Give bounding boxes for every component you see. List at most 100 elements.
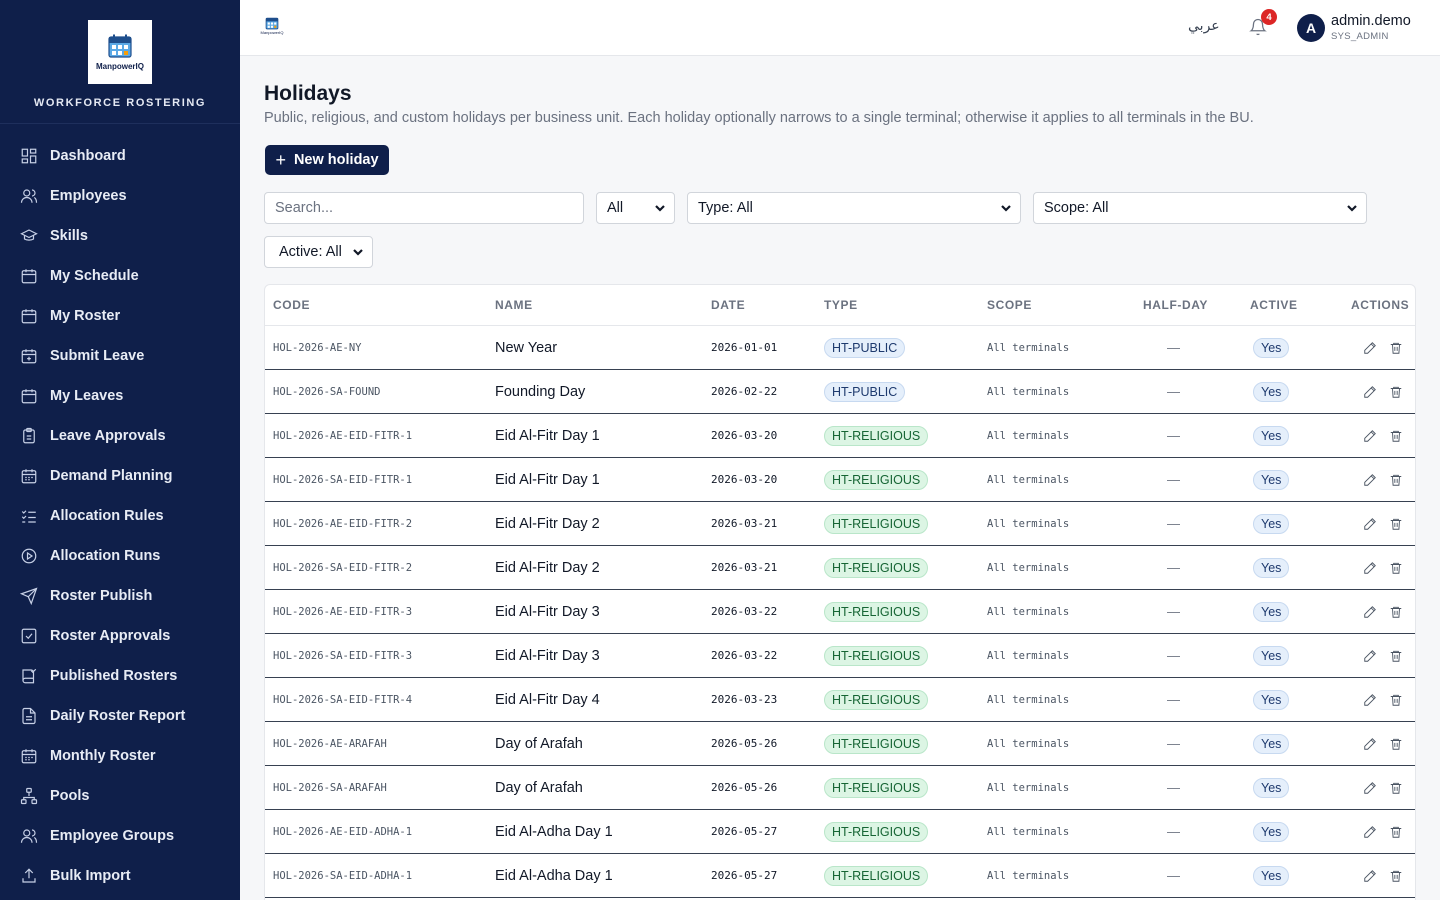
sidebar-item-label: Submit Leave: [50, 348, 145, 364]
trash-icon: [1389, 473, 1403, 487]
holiday-scope: All terminals: [987, 605, 1070, 618]
edit-button[interactable]: [1363, 590, 1377, 633]
sidebar-item-dashboard[interactable]: Dashboard: [0, 136, 240, 176]
edit-button[interactable]: [1363, 370, 1377, 413]
topbar-logo-text: ManpowerIQ: [260, 30, 284, 35]
type-filter-select[interactable]: Type: All: [687, 192, 1021, 224]
delete-button[interactable]: [1389, 370, 1403, 413]
edit-button[interactable]: [1363, 634, 1377, 677]
delete-button[interactable]: [1389, 546, 1403, 589]
sidebar-item-daily-roster-report[interactable]: Daily Roster Report: [0, 696, 240, 736]
edit-button[interactable]: [1363, 678, 1377, 721]
column-header-code[interactable]: CODE: [273, 298, 311, 312]
delete-button[interactable]: [1389, 810, 1403, 853]
column-header-type[interactable]: TYPE: [824, 298, 858, 312]
sidebar-item-skills[interactable]: Skills: [0, 216, 240, 256]
column-header-name[interactable]: NAME: [495, 298, 533, 312]
new-holiday-button[interactable]: + New holiday: [265, 145, 389, 175]
column-header-actions[interactable]: ACTIONS: [1351, 298, 1410, 312]
trash-icon: [1389, 341, 1403, 355]
holiday-code: HOL-2026-AE-EID-FITR-3: [273, 605, 413, 618]
holiday-scope: All terminals: [987, 429, 1070, 442]
app-logo[interactable]: ManpowerIQ: [88, 20, 152, 84]
edit-button[interactable]: [1363, 458, 1377, 501]
delete-button[interactable]: [1389, 502, 1403, 545]
table-row[interactable]: HOL-2026-AE-ARAFAH Day of Arafah 2026-05-2…: [265, 722, 1415, 766]
sidebar-item-my-leaves[interactable]: My Leaves: [0, 376, 240, 416]
sidebar-item-my-schedule[interactable]: My Schedule: [0, 256, 240, 296]
table-row[interactable]: HOL-2026-AE-EID-FITR-3 Eid Al-Fitr Day 3 2…: [265, 590, 1415, 634]
table-row[interactable]: HOL-2026-SA-FOUND Founding Day 2026-02-22 H…: [265, 370, 1415, 414]
type-badge: HT-RELIGIOUS: [824, 469, 929, 490]
table-row[interactable]: HOL-2026-SA-EID-ADHA-1 Eid Al-Adha Day 1 2…: [265, 854, 1415, 898]
sidebar-item-pools[interactable]: Pools: [0, 776, 240, 816]
search-input[interactable]: Search...: [264, 192, 584, 224]
sidebar-item-roster-approvals[interactable]: Roster Approvals: [0, 616, 240, 656]
column-header-date[interactable]: DATE: [711, 298, 746, 312]
delete-button[interactable]: [1389, 414, 1403, 457]
holiday-scope: All terminals: [987, 341, 1070, 354]
active-filter-select[interactable]: Active: All: [264, 236, 373, 268]
sidebar-item-allocation-runs[interactable]: Allocation Runs: [0, 536, 240, 576]
delete-button[interactable]: [1389, 678, 1403, 721]
edit-button[interactable]: [1363, 326, 1377, 369]
table-row[interactable]: HOL-2026-SA-EID-FITR-3 Eid Al-Fitr Day 3 2…: [265, 634, 1415, 678]
edit-button[interactable]: [1363, 722, 1377, 765]
sidebar-item-employee-groups[interactable]: Employee Groups: [0, 816, 240, 856]
table-row[interactable]: HOL-2026-SA-ARAFAH Day of Arafah 2026-05-2…: [265, 766, 1415, 810]
sidebar-item-allocation-rules[interactable]: Allocation Rules: [0, 496, 240, 536]
table-row[interactable]: HOL-2026-AE-EID-FITR-2 Eid Al-Fitr Day 2 2…: [265, 502, 1415, 546]
delete-button[interactable]: [1389, 326, 1403, 369]
language-toggle[interactable]: عربي: [1188, 18, 1220, 34]
trash-icon: [1389, 825, 1403, 839]
delete-button[interactable]: [1389, 722, 1403, 765]
table-body: HOL-2026-AE-NY New Year 2026-01-01 HT-PUBLI…: [265, 326, 1415, 898]
sidebar-item-employees[interactable]: Employees: [0, 176, 240, 216]
notifications-button[interactable]: [1249, 18, 1269, 38]
scope-filter-select[interactable]: Scope: All: [1033, 192, 1367, 224]
sidebar-item-roster-publish[interactable]: Roster Publish: [0, 576, 240, 616]
table-row[interactable]: HOL-2026-SA-EID-FITR-4 Eid Al-Fitr Day 4 2…: [265, 678, 1415, 722]
table-row[interactable]: HOL-2026-SA-EID-FITR-2 Eid Al-Fitr Day 2 2…: [265, 546, 1415, 590]
sidebar-item-label: Allocation Rules: [50, 508, 164, 524]
topbar-logo[interactable]: ManpowerIQ: [258, 16, 286, 38]
column-header-scope[interactable]: SCOPE: [987, 298, 1033, 312]
delete-button[interactable]: [1389, 854, 1403, 897]
sidebar-item-monthly-roster[interactable]: Monthly Roster: [0, 736, 240, 776]
sidebar-item-published-rosters[interactable]: Published Rosters: [0, 656, 240, 696]
edit-button[interactable]: [1363, 502, 1377, 545]
sidebar-item-submit-leave[interactable]: Submit Leave: [0, 336, 240, 376]
active-filter-value: Active: All: [279, 244, 342, 260]
column-header-active[interactable]: ACTIVE: [1250, 298, 1298, 312]
clipboard-icon: [20, 427, 38, 445]
user-role: SYS_ADMIN: [1331, 31, 1389, 42]
sidebar-item-leave-approvals[interactable]: Leave Approvals: [0, 416, 240, 456]
user-name[interactable]: admin.demo: [1331, 13, 1411, 29]
table-row[interactable]: HOL-2026-SA-EID-FITR-1 Eid Al-Fitr Day 1 2…: [265, 458, 1415, 502]
holiday-code: HOL-2026-SA-FOUND: [273, 385, 381, 398]
delete-button[interactable]: [1389, 766, 1403, 809]
avatar[interactable]: A: [1297, 14, 1325, 42]
edit-button[interactable]: [1363, 854, 1377, 897]
holiday-name: Eid Al-Fitr Day 3: [495, 647, 600, 664]
half-day-value: —: [1167, 648, 1180, 663]
sidebar-item-my-roster[interactable]: My Roster: [0, 296, 240, 336]
table-row[interactable]: HOL-2026-AE-EID-FITR-1 Eid Al-Fitr Day 1 2…: [265, 414, 1415, 458]
holiday-date: 2026-03-20: [711, 429, 778, 442]
edit-button[interactable]: [1363, 414, 1377, 457]
sidebar-item-demand-planning[interactable]: Demand Planning: [0, 456, 240, 496]
active-cell: Yes: [1253, 458, 1290, 501]
delete-button[interactable]: [1389, 590, 1403, 633]
delete-button[interactable]: [1389, 634, 1403, 677]
edit-button[interactable]: [1363, 810, 1377, 853]
table-row[interactable]: HOL-2026-AE-NY New Year 2026-01-01 HT-PUBLI…: [265, 326, 1415, 370]
column-header-half-day[interactable]: HALF-DAY: [1143, 298, 1209, 312]
active-badge: Yes: [1253, 381, 1290, 402]
sidebar-item-bulk-import[interactable]: Bulk Import: [0, 856, 240, 896]
holiday-name: Eid Al-Adha Day 1: [495, 823, 613, 840]
edit-button[interactable]: [1363, 546, 1377, 589]
table-row[interactable]: HOL-2026-AE-EID-ADHA-1 Eid Al-Adha Day 1 2…: [265, 810, 1415, 854]
bu-filter-select[interactable]: All: [596, 192, 675, 224]
edit-button[interactable]: [1363, 766, 1377, 809]
delete-button[interactable]: [1389, 458, 1403, 501]
